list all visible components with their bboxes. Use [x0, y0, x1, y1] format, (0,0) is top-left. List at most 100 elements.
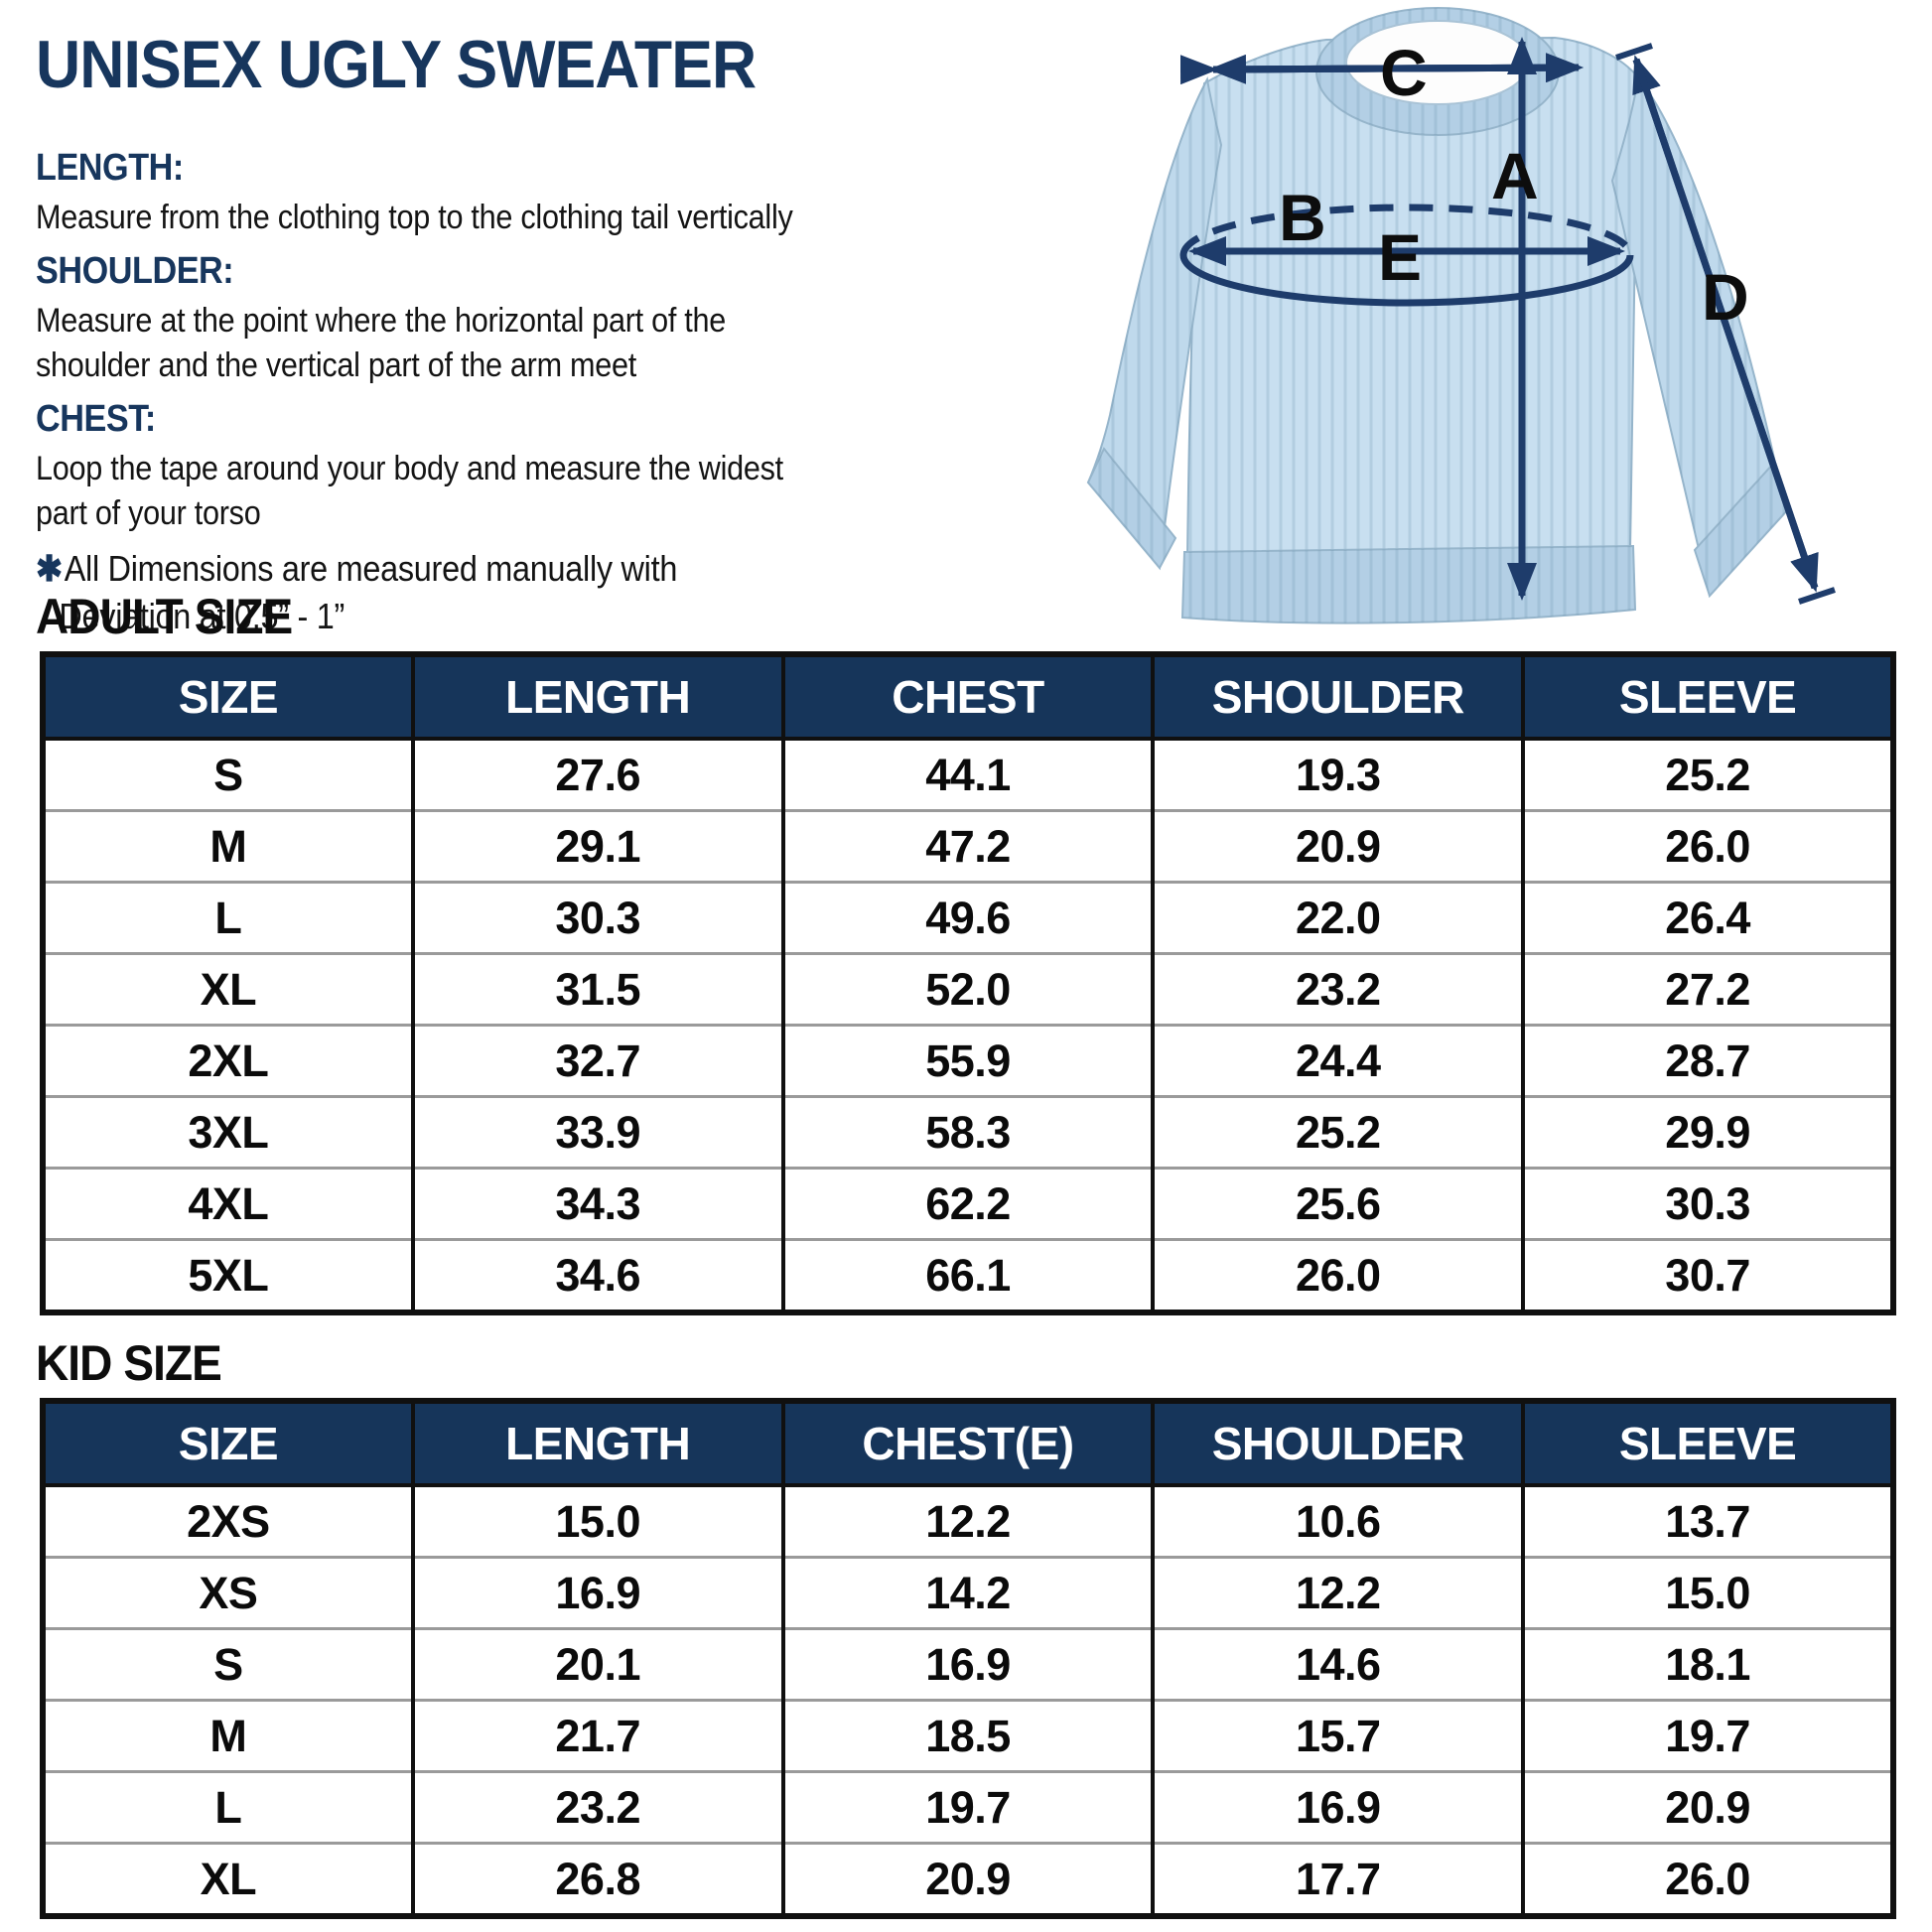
kid-column-header: LENGTH — [410, 1401, 783, 1485]
section-heading-chest: CHEST: — [36, 398, 156, 440]
dim-label-A: A — [1491, 139, 1539, 212]
adult-table-cell: XL — [43, 952, 413, 1026]
kid-table-cell: 2XS — [43, 1483, 413, 1558]
kid-table-cell: 15.0 — [410, 1483, 783, 1558]
adult-table-row: 3XL 33.9 58.3 25.2 29.9 — [43, 1095, 1893, 1169]
adult-table-cell: 25.2 — [1521, 737, 1893, 811]
chest-description-line1: Loop the tape around your body and measu… — [36, 450, 783, 487]
adult-table-cell: 33.9 — [410, 1095, 783, 1169]
adult-column-header: CHEST — [780, 654, 1154, 739]
adult-table-cell: 5XL — [43, 1238, 413, 1312]
deviation-note-line1: ✱All Dimensions are measured manually wi… — [36, 548, 677, 590]
adult-table-cell: 25.6 — [1151, 1167, 1524, 1240]
kid-table-row: S 20.1 16.9 14.6 18.1 — [43, 1627, 1893, 1701]
kid-table-cell: 19.7 — [1521, 1699, 1893, 1772]
sweater-hem — [1180, 544, 1637, 624]
kid-table-cell: 12.2 — [780, 1483, 1154, 1558]
adult-table-row: 4XL 34.3 62.2 25.6 30.3 — [43, 1167, 1893, 1240]
length-description-line1: Measure from the clothing top to the clo… — [36, 199, 793, 236]
adult-size-table: SIZE LENGTH CHEST SHOULDER SLEEVE S 27.6 44.1 1… — [40, 651, 1896, 1315]
kid-table-cell: M — [43, 1699, 413, 1772]
adult-table-cell: 44.1 — [780, 737, 1154, 811]
adult-table-cell: 30.3 — [1521, 1167, 1893, 1240]
arrow-D-bottom-tick — [1798, 587, 1836, 605]
sweater-right-sleeve — [1610, 74, 1791, 599]
adult-column-header: SHOULDER — [1151, 654, 1524, 739]
adult-table-row: M 29.1 47.2 20.9 26.0 — [43, 809, 1893, 883]
adult-column-header: SLEEVE — [1521, 654, 1893, 739]
shoulder-description-line2: shoulder and the vertical part of the ar… — [36, 346, 637, 384]
kid-table-cell: 21.7 — [410, 1699, 783, 1772]
kid-table-cell: 20.9 — [780, 1842, 1154, 1916]
adult-table-cell: 29.9 — [1521, 1095, 1893, 1169]
adult-table-cell: M — [43, 809, 413, 883]
kid-table-cell: 14.2 — [780, 1556, 1154, 1629]
adult-table-cell: 66.1 — [780, 1238, 1154, 1312]
kid-table-cell: S — [43, 1627, 413, 1701]
adult-table-cell: 30.7 — [1521, 1238, 1893, 1312]
kid-table-cell: 14.6 — [1151, 1627, 1524, 1701]
measurement-arrows — [1179, 37, 1836, 605]
adult-table-cell: 34.6 — [410, 1238, 783, 1312]
adult-table-cell: S — [43, 737, 413, 811]
dim-label-B: B — [1279, 181, 1326, 254]
adult-table-cell: 24.4 — [1151, 1024, 1524, 1097]
kid-table-cell: 15.0 — [1521, 1556, 1893, 1629]
kid-table-row: M 21.7 18.5 15.7 19.7 — [43, 1699, 1893, 1772]
kid-table-row: L 23.2 19.7 16.9 20.9 — [43, 1770, 1893, 1844]
kid-table-cell: 13.7 — [1521, 1483, 1893, 1558]
adult-table-cell: 26.0 — [1151, 1238, 1524, 1312]
adult-table-cell: 27.6 — [410, 737, 783, 811]
adult-table-cell: 2XL — [43, 1024, 413, 1097]
kid-table-cell: 16.9 — [410, 1556, 783, 1629]
adult-table-cell: 26.4 — [1521, 881, 1893, 954]
adult-table-row: 2XL 32.7 55.9 24.4 28.7 — [43, 1024, 1893, 1097]
adult-table-cell: 30.3 — [410, 881, 783, 954]
section-heading-length: LENGTH: — [36, 147, 184, 189]
adult-table-cell: 3XL — [43, 1095, 413, 1169]
adult-table-row: S 27.6 44.1 19.3 25.2 — [43, 737, 1893, 811]
dim-label-C: C — [1380, 36, 1428, 109]
kid-header-row: SIZE LENGTH CHEST(E) SHOULDER SLEEVE — [43, 1401, 1893, 1485]
adult-table-cell: 55.9 — [780, 1024, 1154, 1097]
asterisk-icon: ✱ — [36, 548, 63, 589]
section-heading-shoulder: SHOULDER: — [36, 250, 234, 292]
kid-column-header: SHOULDER — [1151, 1401, 1524, 1485]
adult-table-cell: 32.7 — [410, 1024, 783, 1097]
kid-table-row: 2XS 15.0 12.2 10.6 13.7 — [43, 1483, 1893, 1558]
adult-table-cell: 25.2 — [1151, 1095, 1524, 1169]
adult-table-row: 5XL 34.6 66.1 26.0 30.7 — [43, 1238, 1893, 1312]
page-title: UNISEX UGLY SWEATER — [36, 27, 757, 102]
kid-table-cell: 16.9 — [780, 1627, 1154, 1701]
adult-table-cell: 34.3 — [410, 1167, 783, 1240]
kid-table-cell: 16.9 — [1151, 1770, 1524, 1844]
arrow-D-down — [1632, 58, 1819, 593]
adult-table-cell: 20.9 — [1151, 809, 1524, 883]
chest-description-line2: part of your torso — [36, 494, 261, 532]
kid-table-cell: 15.7 — [1151, 1699, 1524, 1772]
adult-table-cell: 23.2 — [1151, 952, 1524, 1026]
adult-table-cell: 62.2 — [780, 1167, 1154, 1240]
adult-table-row: L 30.3 49.6 22.0 26.4 — [43, 881, 1893, 954]
adult-column-header: LENGTH — [410, 654, 783, 739]
adult-table-cell: 22.0 — [1151, 881, 1524, 954]
adult-table-cell: 27.2 — [1521, 952, 1893, 1026]
kid-table-cell: 17.7 — [1151, 1842, 1524, 1916]
kid-column-header: SIZE — [43, 1401, 413, 1485]
adult-column-header: SIZE — [43, 654, 413, 739]
kid-table-cell: XL — [43, 1842, 413, 1916]
adult-table-cell: 29.1 — [410, 809, 783, 883]
adult-table-cell: 47.2 — [780, 809, 1154, 883]
deviation-note-line2: Deviation at 0.5” - 1” — [59, 596, 345, 636]
adult-table-cell: 26.0 — [1521, 809, 1893, 883]
kid-table-cell: XS — [43, 1556, 413, 1629]
dim-label-D: D — [1702, 260, 1749, 334]
adult-table-row: XL 31.5 52.0 23.2 27.2 — [43, 952, 1893, 1026]
adult-size-table-wrap: SIZE LENGTH CHEST SHOULDER SLEEVE S 27.6 44.1 1… — [40, 651, 1896, 1315]
kid-table-cell: 18.5 — [780, 1699, 1154, 1772]
adult-table-cell: 58.3 — [780, 1095, 1154, 1169]
kid-table-row: XL 26.8 20.9 17.7 26.0 — [43, 1842, 1893, 1916]
adult-header-row: SIZE LENGTH CHEST SHOULDER SLEEVE — [43, 654, 1893, 739]
kid-size-table: SIZE LENGTH CHEST(E) SHOULDER SLEEVE 2XS 15.0… — [40, 1398, 1896, 1919]
